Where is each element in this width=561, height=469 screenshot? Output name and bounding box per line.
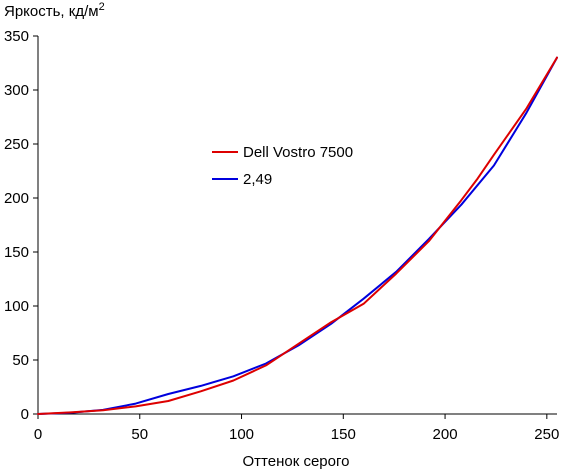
y-tick-label: 200	[4, 190, 29, 207]
series-layer	[37, 56, 558, 415]
series-line-1	[37, 56, 558, 415]
y-tick-label: 50	[12, 352, 29, 369]
y-tick-label: 0	[21, 406, 29, 423]
x-axis-label: Оттенок серого	[243, 453, 350, 469]
y-tick-label: 300	[4, 82, 29, 99]
series-line-0	[37, 56, 558, 415]
y-tick-label: 100	[4, 298, 29, 315]
y-tick-label: 250	[4, 136, 29, 153]
y-axis-label-superscript: 2	[99, 1, 105, 13]
x-tick-label: 150	[331, 426, 356, 443]
x-tick-label: 200	[433, 426, 458, 443]
legend-label-1: 2,49	[243, 171, 272, 188]
legend: Dell Vostro 7500 2,49	[212, 144, 353, 188]
y-tick-label: 150	[4, 244, 29, 261]
legend-label-0: Dell Vostro 7500	[243, 144, 353, 161]
y-tick-label: 350	[4, 28, 29, 45]
y-axis-label: Яркость, кд/м2	[4, 1, 105, 20]
x-tick-label: 100	[229, 426, 254, 443]
x-axis-ticks: 0 50 100 150 200 250	[34, 414, 559, 443]
x-tick-label: 50	[131, 426, 148, 443]
x-tick-label: 250	[534, 426, 559, 443]
y-axis-ticks: 0 50 100 150 200 250 300 350	[4, 28, 38, 423]
x-tick-label: 0	[34, 426, 42, 443]
